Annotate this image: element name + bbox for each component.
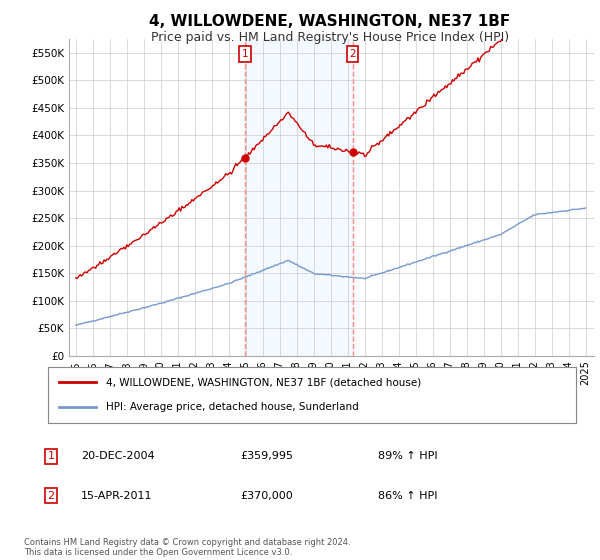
Bar <box>245 39 353 356</box>
Text: 2: 2 <box>47 491 55 501</box>
Text: 86% ↑ HPI: 86% ↑ HPI <box>378 491 437 501</box>
Text: 4, WILLOWDENE, WASHINGTON, NE37 1BF (detached house): 4, WILLOWDENE, WASHINGTON, NE37 1BF (det… <box>106 377 421 388</box>
Text: 1: 1 <box>47 451 55 461</box>
Text: Contains HM Land Registry data © Crown copyright and database right 2024.
This d: Contains HM Land Registry data © Crown c… <box>24 538 350 557</box>
Text: 4, WILLOWDENE, WASHINGTON, NE37 1BF: 4, WILLOWDENE, WASHINGTON, NE37 1BF <box>149 14 511 29</box>
Text: 89% ↑ HPI: 89% ↑ HPI <box>378 451 437 461</box>
Text: £359,995: £359,995 <box>240 451 293 461</box>
Text: 1: 1 <box>242 49 248 59</box>
Text: 20-DEC-2004: 20-DEC-2004 <box>81 451 155 461</box>
Text: 15-APR-2011: 15-APR-2011 <box>81 491 152 501</box>
Text: Price paid vs. HM Land Registry's House Price Index (HPI): Price paid vs. HM Land Registry's House … <box>151 31 509 44</box>
Text: £370,000: £370,000 <box>240 491 293 501</box>
Text: 2: 2 <box>349 49 356 59</box>
Text: HPI: Average price, detached house, Sunderland: HPI: Average price, detached house, Sund… <box>106 402 359 412</box>
